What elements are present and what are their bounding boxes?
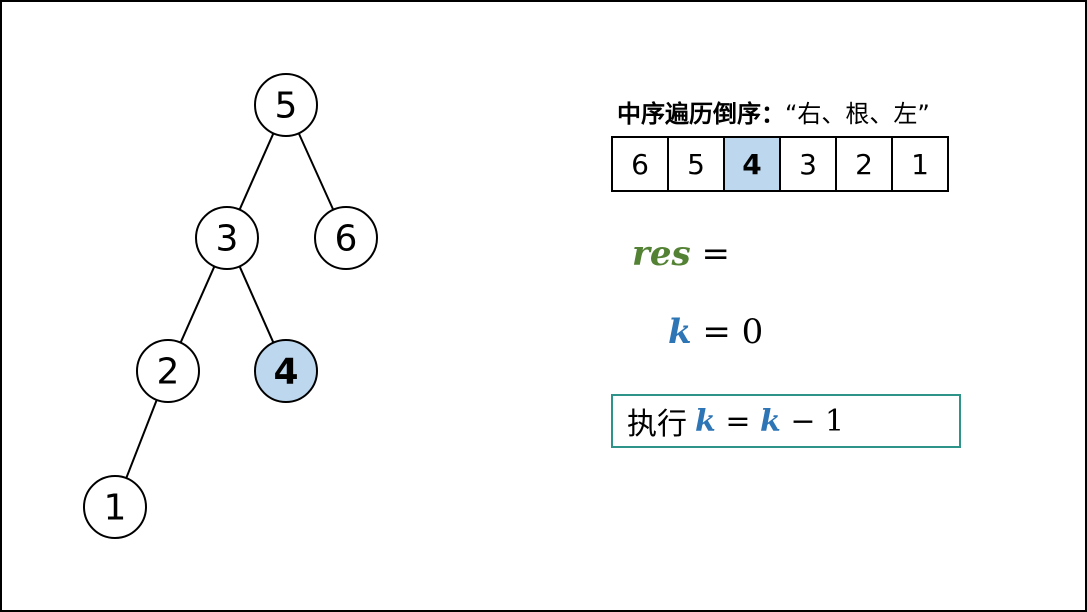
order-cell: 3 (781, 138, 837, 190)
tree-node-label: 4 (273, 352, 298, 393)
tree-node-3: 3 (195, 206, 259, 270)
tree-node-2: 2 (136, 339, 200, 403)
order-title: 中序遍历倒序：“右、根、左” (617, 94, 930, 129)
tree-node-circle (254, 73, 318, 137)
k-expression: k = 0 (668, 312, 763, 352)
res-equals: = (690, 234, 730, 274)
res-expression: res = (632, 234, 730, 274)
tree-node-circle (254, 339, 318, 403)
tree-edge (125, 399, 158, 479)
order-cell: 4 (725, 138, 781, 190)
tree-node-circle (83, 475, 147, 539)
exec-k-right: k (760, 403, 781, 439)
tree-node-4: 4 (254, 339, 318, 403)
execute-label: 执行 (627, 407, 687, 442)
exec-equals: = (715, 403, 761, 439)
order-title-bold: 中序遍历倒序： (617, 100, 785, 128)
tree-nodes: 5 3 6 2 4 1 (83, 73, 378, 539)
order-cell: 1 (911, 147, 929, 181)
tree-node-5: 5 (254, 73, 318, 137)
order-title-rest: “右、根、左” (785, 100, 930, 128)
exec-k-left: k (695, 403, 716, 439)
tree-edge (179, 265, 216, 344)
tree-node-1: 1 (83, 475, 147, 539)
tree-node-label: 3 (216, 219, 239, 260)
execute-step-box: 执行 k = k − 1 (611, 394, 961, 448)
order-cell: 6 (613, 138, 669, 190)
tree-node-label: 1 (104, 488, 127, 529)
tree-edge (297, 132, 335, 211)
tree-edge (238, 265, 275, 344)
tree-node-circle (314, 206, 378, 270)
k-value: = 0 (691, 312, 764, 352)
res-variable: res (632, 234, 691, 274)
tree-node-circle (136, 339, 200, 403)
order-cell: 2 (837, 138, 893, 190)
tree-node-6: 6 (314, 206, 378, 270)
execute-expression: k = k − 1 (695, 404, 844, 439)
k-variable: k (668, 312, 692, 352)
tree-node-label: 6 (335, 219, 358, 260)
exec-minus-one: − 1 (780, 403, 845, 439)
tree-node-label: 5 (275, 86, 298, 127)
tree-node-circle (195, 206, 259, 270)
tree-edge (238, 132, 275, 211)
tree-node-label: 2 (157, 352, 180, 393)
tree-edges (125, 132, 335, 479)
order-cell: 5 (669, 138, 725, 190)
